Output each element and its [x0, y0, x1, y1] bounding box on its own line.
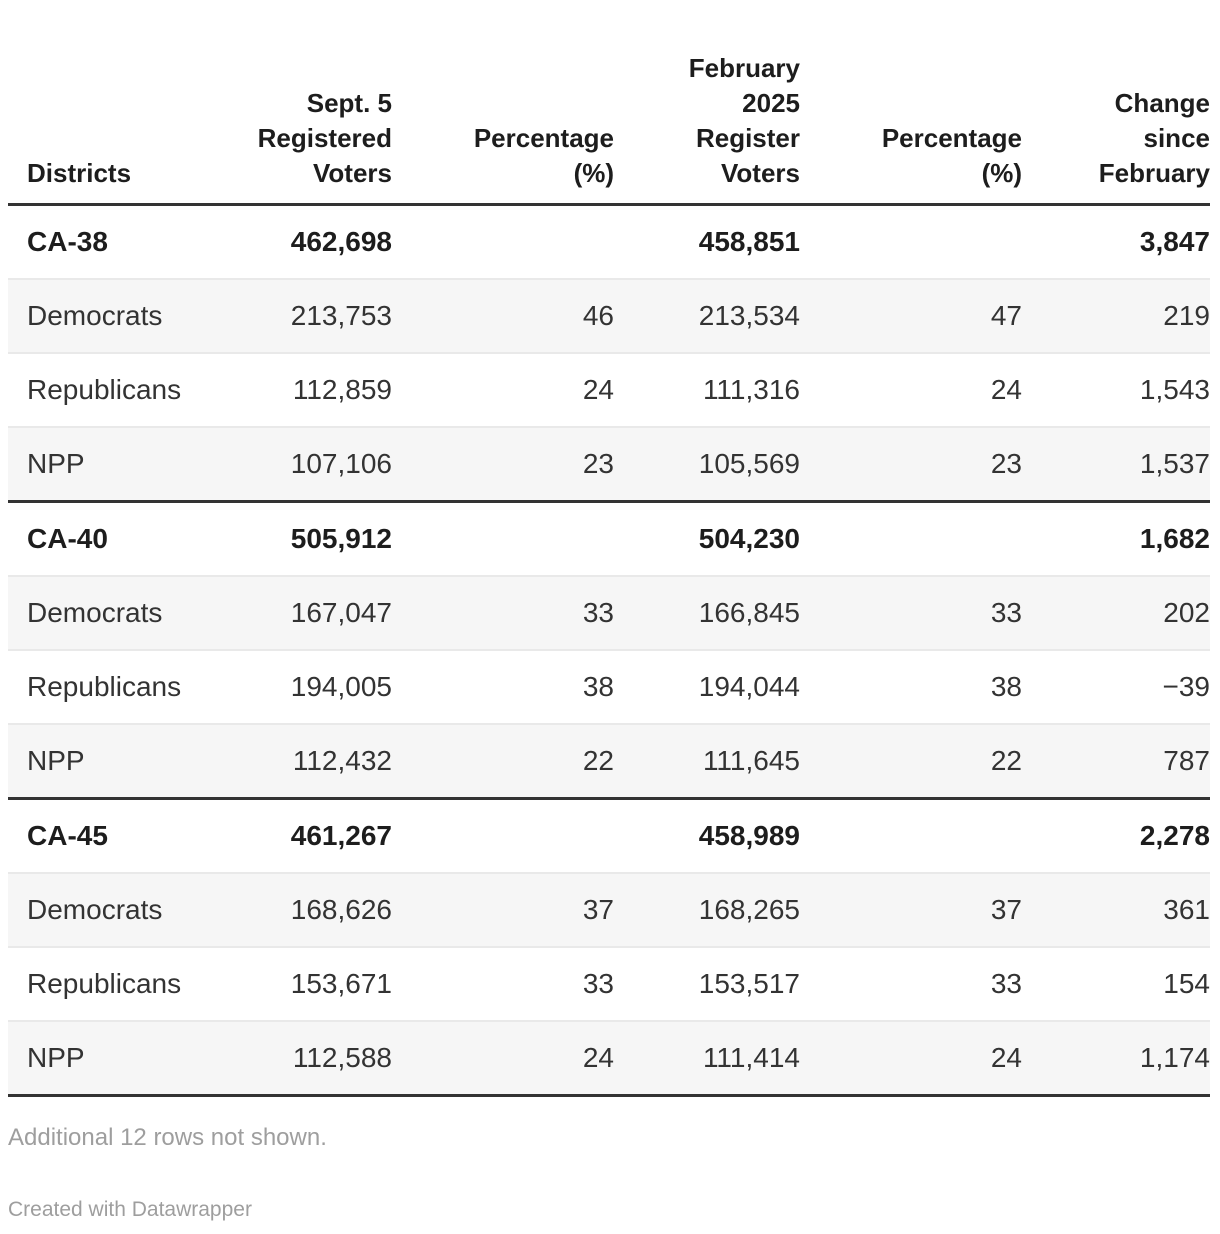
empty-cell: [800, 502, 1022, 577]
party-sept-voters: 168,626: [290, 894, 392, 925]
party-change: 1,174: [1139, 1042, 1210, 1073]
party-name: Republicans: [27, 374, 182, 405]
district-feb-voters: 458,851: [698, 226, 800, 257]
party-feb-pct: 33: [990, 968, 1022, 999]
col-header-sept-percentage: Percentage (%): [473, 123, 614, 188]
party-feb-voters: 153,517: [698, 968, 800, 999]
party-feb-voters: 111,414: [702, 1042, 800, 1073]
district-feb-voters: 504,230: [698, 523, 800, 554]
district-change: 1,682: [1139, 523, 1210, 554]
col-header-sept-registered-voters: Sept. 5 Registered Voters: [257, 88, 392, 188]
party-sept-pct: 33: [582, 968, 614, 999]
party-feb-voters: 105,569: [698, 448, 800, 479]
party-sept-pct: 23: [582, 448, 614, 479]
district-name: CA-45: [27, 820, 108, 851]
district-row-ca-45: CA-45 461,267 458,989 2,278: [8, 798, 1210, 874]
col-header-districts: Districts: [27, 158, 132, 188]
district-sept-voters: 505,912: [290, 523, 392, 554]
party-name: NPP: [27, 1042, 85, 1073]
district-name: CA-38: [27, 226, 108, 257]
party-row-democrats: Democrats 167,047 33 166,845 33 202: [8, 576, 1210, 650]
party-feb-voters: 111,316: [702, 374, 800, 405]
district-row-ca-40: CA-40 505,912 504,230 1,682: [8, 501, 1210, 577]
party-change: 219: [1163, 300, 1210, 331]
party-row-republicans: Republicans 153,671 33 153,517 33 154: [8, 947, 1210, 1021]
party-change: 1,537: [1139, 448, 1210, 479]
party-sept-pct: 22: [582, 745, 614, 776]
district-sept-voters: 462,698: [290, 226, 392, 257]
party-change: 202: [1163, 597, 1210, 628]
district-sept-voters: 461,267: [290, 820, 392, 851]
party-sept-voters: 112,432: [292, 745, 392, 776]
party-sept-voters: 107,106: [290, 448, 392, 479]
party-name: Republicans: [27, 671, 182, 702]
party-name: NPP: [27, 745, 85, 776]
party-change: 1,543: [1139, 374, 1210, 405]
footnote: Additional 12 rows not shown.: [8, 1124, 327, 1151]
party-feb-voters: 168,265: [698, 894, 800, 925]
attribution: Created with Datawrapper: [8, 1198, 252, 1221]
party-row-npp: NPP 107,106 23 105,569 23 1,537: [8, 427, 1210, 502]
party-change: −39: [1162, 671, 1211, 702]
empty-cell: [392, 799, 614, 874]
party-feb-voters: 213,534: [698, 300, 800, 331]
party-feb-pct: 47: [990, 300, 1022, 331]
party-sept-voters: 153,671: [290, 968, 392, 999]
col-header-feb-percentage: Percentage (%): [881, 123, 1022, 188]
party-name: Republicans: [27, 968, 182, 999]
party-feb-pct: 33: [990, 597, 1022, 628]
party-sept-pct: 33: [582, 597, 614, 628]
empty-cell: [392, 205, 614, 280]
party-row-democrats: Democrats 168,626 37 168,265 37 361: [8, 873, 1210, 947]
party-sept-pct: 46: [582, 300, 614, 331]
party-sept-voters: 213,753: [290, 300, 392, 331]
party-change: 361: [1163, 894, 1210, 925]
party-row-npp: NPP 112,588 24 111,414 24 1,174: [8, 1021, 1210, 1096]
party-feb-pct: 24: [990, 374, 1022, 405]
district-feb-voters: 458,989: [698, 820, 800, 851]
party-name: Democrats: [27, 300, 163, 331]
party-feb-pct: 37: [990, 894, 1022, 925]
district-change: 2,278: [1139, 820, 1210, 851]
party-sept-voters: 167,047: [290, 597, 392, 628]
col-header-change-since-february: Change since February: [1098, 88, 1210, 188]
party-name: NPP: [27, 448, 85, 479]
party-feb-voters: 166,845: [698, 597, 800, 628]
party-row-npp: NPP 112,432 22 111,645 22 787: [8, 724, 1210, 799]
party-feb-pct: 24: [990, 1042, 1022, 1073]
empty-cell: [392, 502, 614, 577]
header-row: Districts Sept. 5 Registered Voters Perc…: [8, 0, 1210, 205]
party-sept-voters: 112,588: [292, 1042, 392, 1073]
party-sept-pct: 24: [582, 374, 614, 405]
party-change: 787: [1163, 745, 1210, 776]
party-feb-voters: 111,645: [702, 745, 800, 776]
party-feb-voters: 194,044: [698, 671, 800, 702]
party-feb-pct: 23: [990, 448, 1022, 479]
party-sept-pct: 24: [582, 1042, 614, 1073]
voter-registration-table: Districts Sept. 5 Registered Voters Perc…: [8, 0, 1210, 1097]
col-header-feb-register-voters: February 2025 Register Voters: [688, 53, 800, 188]
party-name: Democrats: [27, 597, 163, 628]
party-feb-pct: 38: [990, 671, 1022, 702]
party-change: 154: [1163, 968, 1210, 999]
party-row-republicans: Republicans 112,859 24 111,316 24 1,543: [8, 353, 1210, 427]
party-sept-pct: 38: [582, 671, 614, 702]
party-sept-pct: 37: [582, 894, 614, 925]
party-sept-voters: 112,859: [292, 374, 392, 405]
party-row-democrats: Democrats 213,753 46 213,534 47 219: [8, 279, 1210, 353]
party-sept-voters: 194,005: [290, 671, 392, 702]
party-feb-pct: 22: [990, 745, 1022, 776]
district-name: CA-40: [27, 523, 108, 554]
district-change: 3,847: [1139, 226, 1210, 257]
empty-cell: [800, 799, 1022, 874]
party-row-republicans: Republicans 194,005 38 194,044 38 −39: [8, 650, 1210, 724]
party-name: Democrats: [27, 894, 163, 925]
empty-cell: [800, 205, 1022, 280]
district-row-ca-38: CA-38 462,698 458,851 3,847: [8, 204, 1210, 280]
